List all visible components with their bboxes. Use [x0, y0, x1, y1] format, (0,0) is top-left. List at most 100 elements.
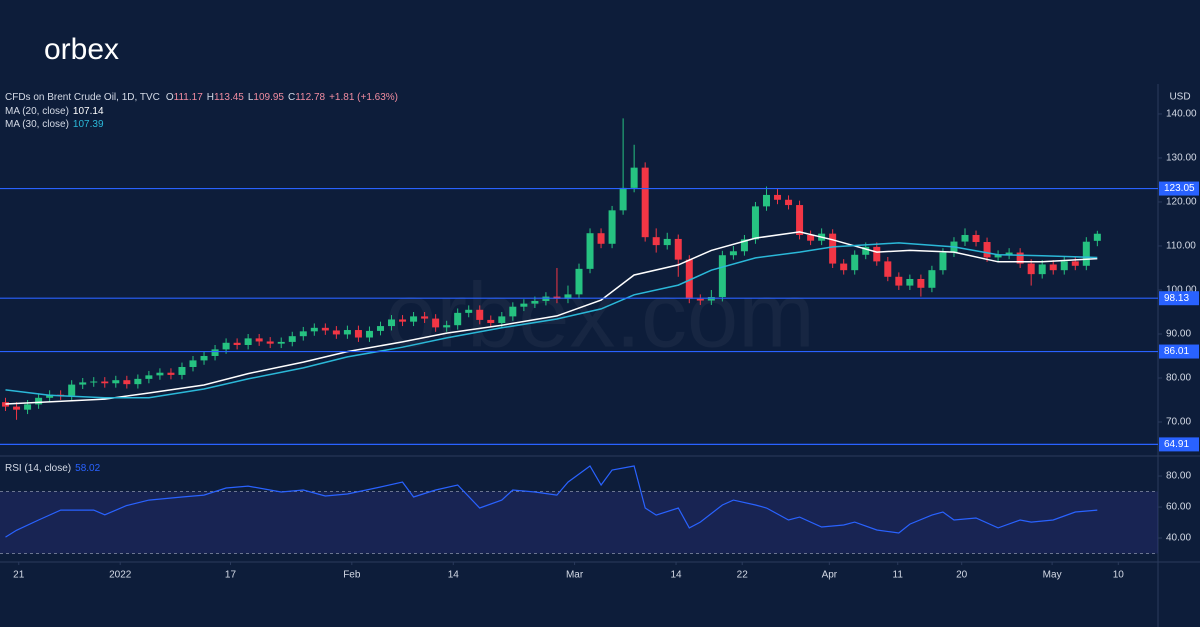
candle-body [90, 381, 98, 383]
x-tick-label: Apr [822, 570, 838, 581]
candle-body [884, 261, 892, 277]
candle-body [255, 338, 263, 342]
candle-body [266, 341, 274, 344]
candle-body [156, 372, 164, 376]
quote-key: C [288, 92, 295, 103]
x-tick-label: 14 [670, 570, 682, 581]
candle-body [421, 316, 429, 319]
candle-body [895, 276, 903, 286]
y-tick-label: 140.00 [1166, 109, 1197, 120]
candle-body [564, 294, 572, 299]
candle-body [288, 336, 296, 342]
candle-body [674, 238, 682, 260]
x-tick-label: 11 [893, 570, 904, 581]
y-tick-label: 110.00 [1166, 241, 1196, 252]
candle-body [762, 194, 770, 207]
quote-value: 111.17 [174, 92, 204, 103]
candle-body [321, 327, 329, 331]
candle-body [68, 384, 76, 396]
level-label-box [1159, 344, 1199, 359]
candle-body [410, 316, 418, 322]
candle-body [994, 254, 1002, 258]
candle-body [729, 251, 737, 256]
candle-body [465, 309, 473, 313]
candle-body [652, 237, 660, 246]
candle-body [1027, 263, 1035, 275]
legend-value: 107.39 [73, 119, 104, 130]
candle-body [1093, 233, 1101, 241]
ma30-legend: MA (30, close) 107.39 [5, 119, 104, 130]
level-label-box [1159, 291, 1199, 306]
candle-body [663, 238, 671, 246]
x-tick-label: 10 [1113, 570, 1125, 581]
candle-body [1005, 252, 1013, 255]
candle-body [123, 380, 131, 385]
candle-body [178, 366, 186, 375]
candle-body [343, 330, 351, 335]
candle-body [685, 259, 693, 299]
candle-body [167, 372, 175, 375]
instrument-legend: CFDs on Brent Crude Oil, 1D, TVC O111.17 H… [5, 92, 398, 103]
quote-key: L [248, 92, 254, 103]
candle-body [939, 252, 947, 271]
candle-body [928, 270, 936, 288]
quote-value: 112.78 [295, 92, 325, 103]
x-tick-label: 17 [225, 570, 237, 581]
candle-body [399, 319, 407, 322]
rsi-line [5, 465, 1098, 538]
candle-body [718, 255, 726, 298]
level-label: 98.13 [1164, 293, 1189, 304]
candle-body [432, 318, 440, 328]
candle-body [112, 380, 120, 384]
candle-body [388, 319, 396, 327]
quote-change: +1.81 (+1.63%) [329, 92, 398, 103]
candle-body [443, 325, 451, 328]
candle-body [575, 268, 583, 295]
currency: USD [1169, 92, 1190, 103]
candle-body [13, 406, 21, 410]
candle-body [608, 210, 616, 244]
level-label: 86.01 [1164, 346, 1189, 357]
level-label-box [1159, 181, 1199, 196]
quote-value: 113.45 [214, 92, 244, 103]
candle-body [1082, 241, 1090, 266]
rsi-legend: RSI (14, close) 58.02 [5, 463, 101, 474]
candle-body [79, 382, 87, 385]
logo: orbex [44, 33, 119, 66]
candle-body [1016, 252, 1024, 264]
candle-body [211, 349, 219, 356]
y-tick-label: 80.00 [1166, 471, 1191, 482]
candle-body [961, 234, 969, 242]
candle-body [454, 312, 462, 326]
candle-body [972, 234, 980, 243]
candle-body [189, 360, 197, 367]
candle-body [862, 246, 870, 255]
instrument: CFDs on Brent Crude Oil, 1D, TVC [5, 92, 160, 103]
candle-body [376, 326, 384, 331]
candle-body [840, 263, 848, 271]
y-tick-label: 120.00 [1166, 197, 1197, 208]
candle-body [509, 306, 517, 317]
candle-body [277, 341, 285, 344]
level-label: 123.05 [1164, 183, 1195, 194]
ma-line [5, 242, 1098, 399]
legend-value: 107.14 [73, 106, 104, 117]
candle-body [233, 342, 241, 345]
candle-body [520, 303, 528, 307]
candle-body [785, 199, 793, 206]
candle-body [774, 194, 782, 200]
candle-body [1060, 261, 1068, 271]
ma20-legend: MA (20, close) 107.14 [5, 106, 104, 117]
x-tick-label: Feb [343, 570, 361, 581]
candle-body [740, 239, 748, 252]
candle-body [807, 234, 815, 241]
level-label-box [1159, 437, 1199, 452]
x-tick-label: May [1043, 570, 1062, 581]
y-tick-label: 130.00 [1166, 153, 1197, 164]
legend-name: MA (20, close) [5, 106, 69, 117]
candle-body [619, 187, 627, 211]
candle-body [365, 330, 373, 338]
candle-body [917, 278, 925, 288]
legend-name: RSI (14, close) [5, 463, 71, 474]
